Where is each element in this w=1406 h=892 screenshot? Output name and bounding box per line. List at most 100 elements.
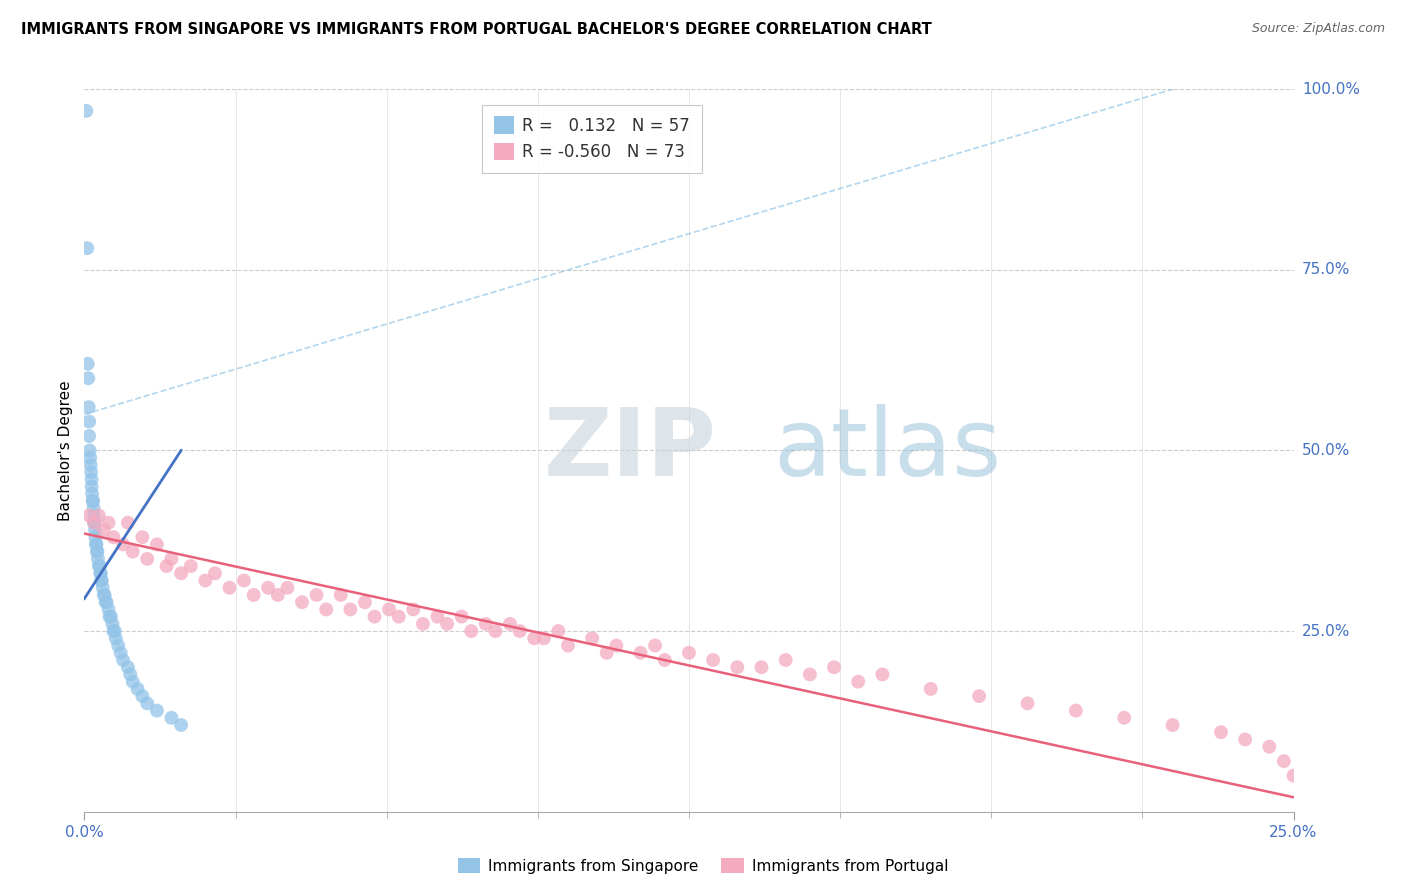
Point	[112, 653, 135, 667]
Point	[1258, 739, 1281, 754]
Point	[460, 624, 482, 639]
Point	[79, 450, 101, 465]
Point	[82, 494, 104, 508]
Point	[475, 616, 498, 631]
Point	[127, 681, 149, 696]
Point	[426, 609, 449, 624]
Point	[103, 624, 125, 639]
Point	[82, 487, 104, 501]
Point	[80, 465, 103, 479]
Point	[967, 689, 990, 703]
Point	[1234, 732, 1257, 747]
Point	[112, 537, 135, 551]
Point	[131, 689, 153, 703]
Point	[799, 667, 821, 681]
Point	[450, 609, 472, 624]
Text: 100.0%: 100.0%	[1302, 82, 1360, 96]
Point	[110, 646, 132, 660]
Point	[98, 609, 121, 624]
Point	[605, 639, 627, 653]
Point	[90, 566, 112, 581]
Point	[87, 559, 110, 574]
Point	[547, 624, 569, 639]
Point	[678, 646, 700, 660]
Point	[103, 530, 125, 544]
Point	[644, 639, 666, 653]
Text: 25.0%: 25.0%	[1302, 624, 1350, 639]
Point	[89, 566, 111, 581]
Point	[121, 674, 143, 689]
Point	[86, 544, 108, 558]
Point	[170, 718, 193, 732]
Point	[654, 653, 676, 667]
Point	[82, 494, 104, 508]
Point	[91, 581, 114, 595]
Point	[775, 653, 797, 667]
Point	[581, 632, 603, 646]
Point	[1017, 696, 1039, 710]
Point	[329, 588, 352, 602]
Point	[363, 609, 385, 624]
Point	[93, 588, 115, 602]
Text: atlas: atlas	[773, 404, 1002, 497]
Point	[305, 588, 328, 602]
Point	[79, 443, 101, 458]
Point	[630, 646, 652, 660]
Point	[484, 624, 506, 639]
Point	[315, 602, 337, 616]
Point	[242, 588, 264, 602]
Point	[131, 530, 153, 544]
Point	[378, 602, 401, 616]
Point	[87, 508, 110, 523]
Point	[121, 544, 143, 558]
Point	[412, 616, 434, 631]
Point	[276, 581, 298, 595]
Point	[117, 660, 139, 674]
Text: IMMIGRANTS FROM SINGAPORE VS IMMIGRANTS FROM PORTUGAL BACHELOR'S DEGREE CORRELAT: IMMIGRANTS FROM SINGAPORE VS IMMIGRANTS …	[21, 22, 932, 37]
Text: 75.0%: 75.0%	[1302, 262, 1350, 277]
Point	[77, 429, 100, 443]
Point	[77, 415, 100, 429]
Point	[233, 574, 256, 588]
Point	[160, 711, 183, 725]
Text: Source: ZipAtlas.com: Source: ZipAtlas.com	[1251, 22, 1385, 36]
Point	[291, 595, 314, 609]
Point	[117, 516, 139, 530]
Point	[96, 595, 118, 609]
Point	[120, 667, 142, 681]
Point	[388, 609, 411, 624]
Point	[75, 103, 97, 118]
Point	[725, 660, 748, 674]
Point	[257, 581, 280, 595]
Point	[509, 624, 531, 639]
Point	[218, 581, 240, 595]
Point	[84, 523, 107, 537]
Point	[97, 516, 120, 530]
Point	[436, 616, 458, 631]
Point	[86, 537, 108, 551]
Point	[155, 559, 177, 574]
Point	[823, 660, 845, 674]
Point	[170, 566, 193, 581]
Point	[83, 516, 105, 530]
Point	[1161, 718, 1184, 732]
Point	[354, 595, 377, 609]
Text: 50.0%: 50.0%	[1302, 443, 1350, 458]
Point	[180, 559, 202, 574]
Point	[84, 537, 107, 551]
Point	[84, 530, 107, 544]
Point	[557, 639, 579, 653]
Point	[596, 646, 619, 660]
Point	[86, 544, 108, 558]
Point	[83, 501, 105, 516]
Point	[76, 241, 98, 255]
Legend: Immigrants from Singapore, Immigrants from Portugal: Immigrants from Singapore, Immigrants fr…	[451, 852, 955, 880]
Point	[136, 551, 159, 566]
Point	[702, 653, 724, 667]
Point	[104, 624, 127, 639]
Point	[107, 639, 129, 653]
Text: ZIP: ZIP	[544, 404, 717, 497]
Point	[76, 357, 98, 371]
Point	[87, 551, 110, 566]
Point	[101, 616, 124, 631]
